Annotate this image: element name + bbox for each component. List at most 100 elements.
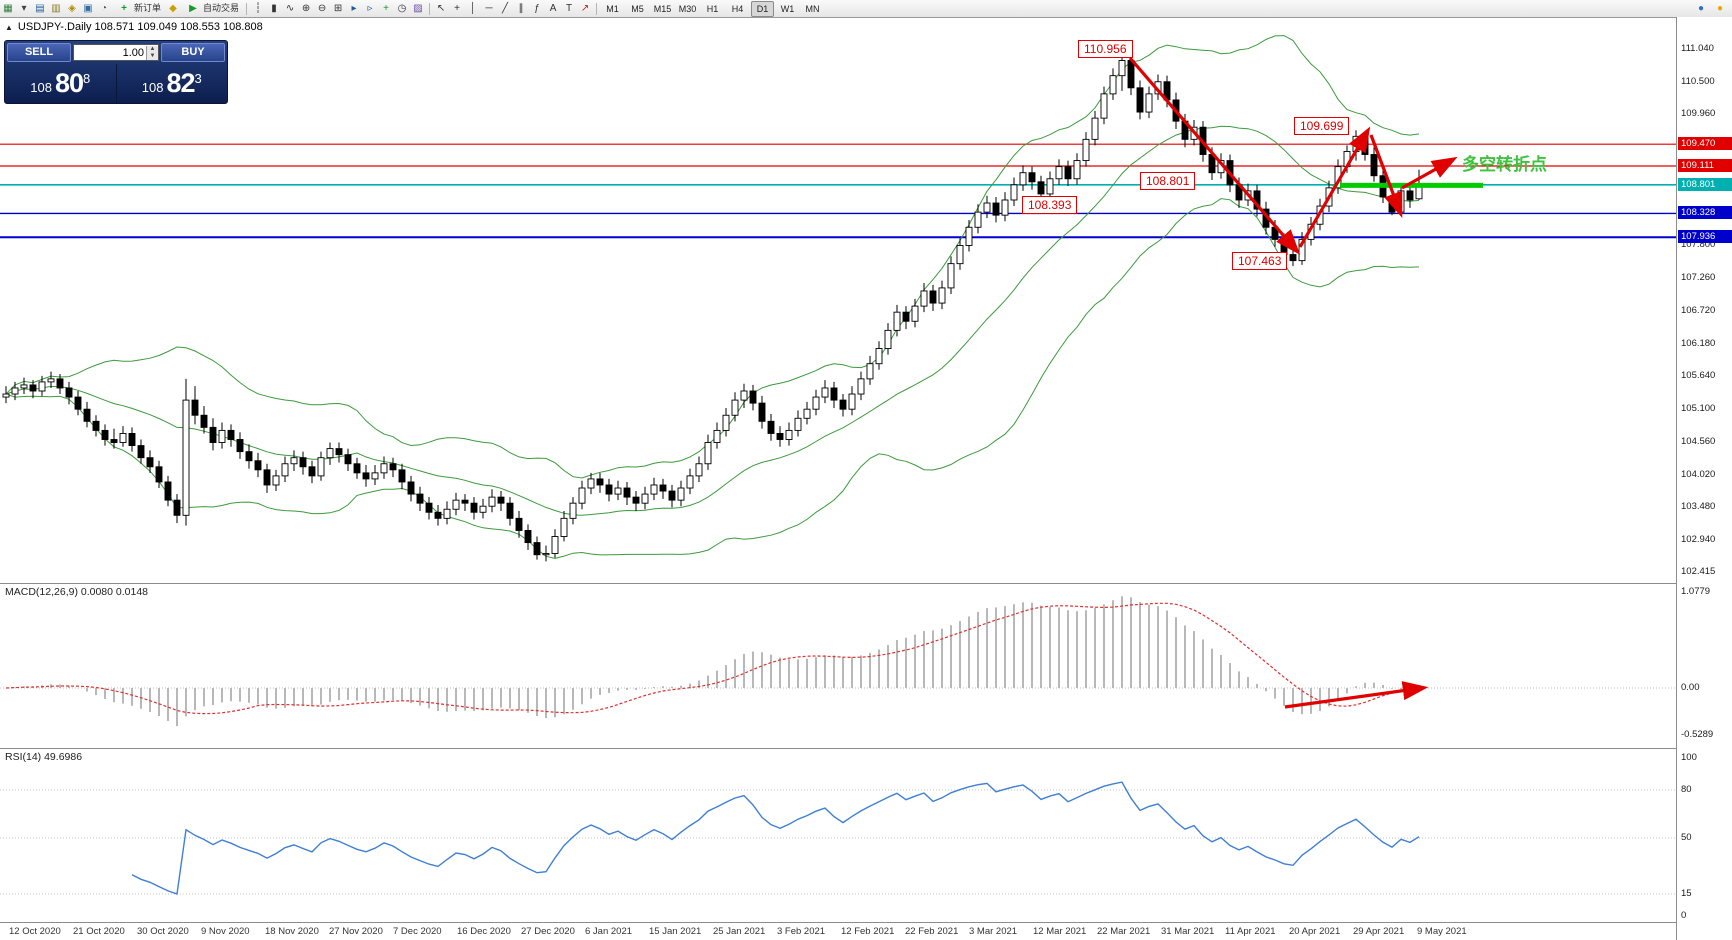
timeframe-button-mn[interactable]: MN bbox=[805, 3, 820, 14]
line-chart-icon[interactable]: ∿ bbox=[285, 3, 295, 14]
toolbar: ▦ ▾ ▤ ▥ ◈ ▣ ◔ + 新订单 ◆ ▶ 自动交易 ┆ ▮ ∿ ⊕ ⊖ ⊞ ▸ ▹ + ◷ ▨ ↖ + │ ─ ╱… bbox=[0, 0, 1732, 18]
timeframe-button-w1[interactable]: W1 bbox=[780, 3, 795, 14]
toolbar-separator bbox=[429, 2, 431, 15]
crosshair-icon[interactable]: + bbox=[454, 3, 460, 14]
price-axis[interactable]: 111.040 110.500 109.960 107.800 107.260 106.7… bbox=[1676, 17, 1732, 940]
date-axis-label: 18 Nov 2020 bbox=[265, 926, 319, 937]
toolbar-right-group: ● ● bbox=[1693, 1, 1732, 16]
price-axis-label: 106.180 bbox=[1681, 337, 1716, 349]
indicators-icon[interactable]: + bbox=[383, 3, 389, 14]
symbol-ohlc-line: ▲ USDJPY-.Daily 108.571 109.049 108.553 … bbox=[5, 21, 263, 33]
rsi-scale-label: 100 bbox=[1681, 752, 1697, 763]
price-axis-label: 109.960 bbox=[1681, 108, 1716, 120]
timeframe-button-m1[interactable]: M1 bbox=[606, 3, 619, 14]
strategy-tester-icon[interactable]: ◔ bbox=[100, 3, 108, 14]
macd-scale-label: -0.5289 bbox=[1681, 729, 1714, 740]
date-axis-label: 25 Jan 2021 bbox=[713, 926, 766, 937]
tile-windows-icon[interactable]: ⊞ bbox=[333, 3, 343, 14]
date-axis-label: 31 Mar 2021 bbox=[1161, 926, 1215, 937]
timeframe-button-m15[interactable]: M15 bbox=[653, 3, 672, 14]
buy-button[interactable]: BUY bbox=[161, 43, 225, 62]
price-level-tag: 109.470 bbox=[1678, 137, 1732, 151]
new-order-button[interactable]: + 新订单 bbox=[112, 1, 165, 16]
periods-icon[interactable]: ◷ bbox=[397, 3, 407, 14]
navigator-icon[interactable]: ◈ bbox=[68, 3, 76, 14]
date-axis-label: 11 Apr 2021 bbox=[1225, 926, 1276, 937]
one-click-trading-widget: SELL 1.00 ▲ ▼ BUY 108 80 8 108 82 3 bbox=[4, 40, 228, 104]
date-axis-label: 12 Mar 2021 bbox=[1033, 926, 1087, 937]
timeframe-button-h1[interactable]: H1 bbox=[706, 3, 719, 14]
price-axis-label: 102.940 bbox=[1681, 534, 1716, 546]
autotrading-button[interactable]: ▶ 自动交易 bbox=[181, 1, 243, 16]
candlestick-icon[interactable]: ▮ bbox=[271, 3, 277, 14]
chart-shift-icon[interactable]: ▹ bbox=[367, 3, 373, 14]
panel-separator[interactable] bbox=[0, 748, 1732, 749]
terminal-icon[interactable]: ▣ bbox=[83, 3, 93, 14]
fibonacci-icon[interactable]: ƒ bbox=[534, 3, 540, 14]
toolbar-tools-group: ↖ + │ ─ ╱ ∥ ƒ A T ↗ bbox=[433, 1, 593, 16]
main-chart[interactable] bbox=[0, 17, 1676, 583]
price-callout: 108.393 bbox=[1022, 196, 1078, 214]
price-axis-label: 107.260 bbox=[1681, 272, 1716, 284]
channel-icon[interactable]: ∥ bbox=[518, 3, 524, 14]
time-axis[interactable]: 12 Oct 2020 21 Oct 2020 30 Oct 2020 9 Nov 2… bbox=[0, 923, 1676, 940]
autotrading-label: 自动交易 bbox=[203, 3, 240, 13]
oneclick-collapse-icon[interactable]: ▲ bbox=[5, 22, 13, 32]
timeframe-button-d1[interactable]: D1 bbox=[751, 0, 775, 17]
arrows-icon[interactable]: ↗ bbox=[580, 3, 590, 14]
sell-button[interactable]: SELL bbox=[7, 43, 71, 62]
price-callout: 110.956 bbox=[1078, 40, 1133, 58]
timeframe-button-m30[interactable]: M30 bbox=[678, 3, 697, 14]
toolbar-separator bbox=[596, 2, 598, 15]
date-axis-label: 29 Apr 2021 bbox=[1353, 926, 1405, 937]
alert-icon[interactable]: ● bbox=[1716, 3, 1724, 14]
price-level-tag: 108.328 bbox=[1678, 206, 1732, 220]
date-axis-label: 30 Oct 2020 bbox=[137, 926, 189, 937]
vertical-line-icon[interactable]: │ bbox=[469, 3, 477, 14]
timeframe-button-h4[interactable]: H4 bbox=[731, 3, 744, 14]
sell-price[interactable]: 108 80 8 bbox=[5, 64, 117, 103]
zoom-out-icon[interactable]: ⊖ bbox=[317, 3, 327, 14]
sell-price-big: 80 bbox=[54, 68, 84, 98]
auto-scroll-icon[interactable]: ▸ bbox=[351, 3, 357, 14]
data-window-icon[interactable]: ▥ bbox=[51, 3, 61, 14]
volume-input[interactable]: 1.00 ▲ ▼ bbox=[73, 44, 159, 61]
buy-price-big: 82 bbox=[166, 68, 195, 98]
trendline-icon[interactable]: ╱ bbox=[502, 3, 509, 14]
cursor-icon[interactable]: ↖ bbox=[436, 3, 446, 14]
market-watch-icon[interactable]: ▤ bbox=[35, 3, 45, 14]
price-axis-label: 105.100 bbox=[1681, 403, 1716, 415]
price-axis-label: 105.640 bbox=[1681, 370, 1716, 382]
templates-icon[interactable]: ▨ bbox=[413, 3, 423, 14]
horizontal-line-icon[interactable]: ─ bbox=[485, 3, 493, 14]
rsi-scale-label: 80 bbox=[1681, 784, 1692, 795]
metaeditor-icon[interactable]: ◆ bbox=[169, 3, 177, 14]
zoom-in-icon[interactable]: ⊕ bbox=[301, 3, 311, 14]
panel-separator bbox=[0, 922, 1732, 923]
macd-chart[interactable] bbox=[0, 583, 1676, 748]
community-icon[interactable]: ● bbox=[1697, 3, 1705, 14]
date-axis-label: 27 Dec 2020 bbox=[521, 926, 575, 937]
macd-indicator-label: MACD(12,26,9) 0.0080 0.0148 bbox=[5, 586, 149, 598]
panel-separator[interactable] bbox=[0, 583, 1732, 584]
macd-scale-label: 0.00 bbox=[1681, 682, 1700, 693]
price-axis-label: 111.040 bbox=[1681, 43, 1714, 54]
price-level-tag: 108.801 bbox=[1678, 177, 1732, 191]
volume-down-icon[interactable]: ▼ bbox=[147, 52, 158, 60]
date-axis-label: 27 Nov 2020 bbox=[329, 926, 383, 937]
rsi-chart[interactable] bbox=[0, 748, 1676, 922]
volume-value: 1.00 bbox=[122, 46, 144, 59]
buy-price[interactable]: 108 82 3 bbox=[117, 64, 228, 103]
timeframe-button-m5[interactable]: M5 bbox=[631, 3, 644, 14]
bar-chart-icon[interactable]: ┆ bbox=[255, 3, 262, 14]
price-level-tag: 107.936 bbox=[1678, 230, 1732, 244]
profiles-icon[interactable]: ▾ bbox=[21, 3, 27, 14]
text-icon[interactable]: A bbox=[549, 3, 557, 14]
new-chart-icon[interactable]: ▦ bbox=[3, 3, 13, 14]
volume-up-icon[interactable]: ▲ bbox=[147, 45, 158, 53]
buy-price-prefix: 108 bbox=[141, 80, 164, 95]
price-callout: 107.463 bbox=[1232, 252, 1288, 270]
date-axis-label: 21 Oct 2020 bbox=[73, 926, 125, 937]
label-icon[interactable]: T bbox=[565, 3, 573, 14]
price-axis-label: 102.415 bbox=[1681, 566, 1716, 577]
